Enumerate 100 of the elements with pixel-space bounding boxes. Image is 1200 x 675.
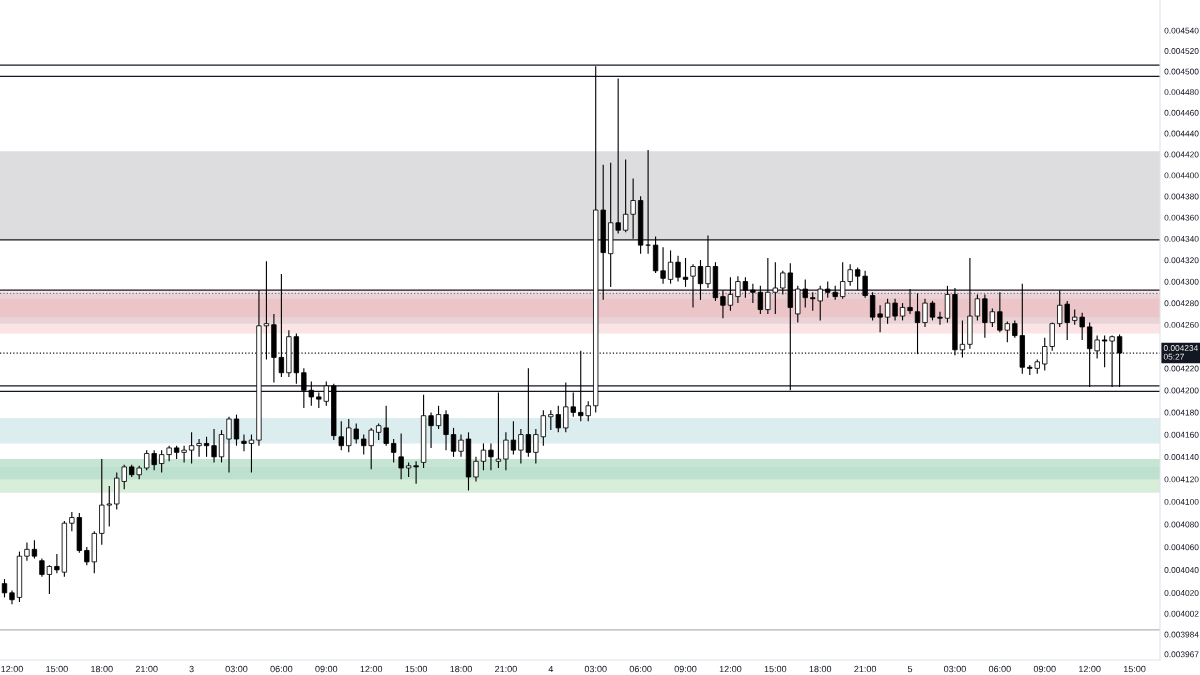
candlestick xyxy=(697,259,704,301)
x-tick-label: 12:00 xyxy=(1,665,23,673)
candlestick xyxy=(892,298,898,321)
candlestick xyxy=(922,298,928,328)
candlestick xyxy=(1,578,8,598)
x-tick-label: 18:00 xyxy=(809,665,832,673)
candlestick xyxy=(929,300,936,321)
candlestick xyxy=(495,391,502,469)
y-tick-label: 0.004500 xyxy=(1164,68,1199,75)
y-tick-label: 0.003967 xyxy=(1164,651,1199,658)
x-tick-label: 06:00 xyxy=(988,665,1011,673)
candlestick xyxy=(645,149,651,255)
candlestick xyxy=(233,414,240,447)
y-tick-label: 0.004400 xyxy=(1164,172,1199,179)
candlestick xyxy=(937,311,943,326)
y-tick-label: 0.004540 xyxy=(1164,27,1199,34)
y-tick-label: 0.004002 xyxy=(1164,610,1199,617)
y-tick-label: 0.004020 xyxy=(1164,590,1199,596)
y-tick-label: 0.004300 xyxy=(1164,278,1199,285)
x-tick-label: 21:00 xyxy=(854,665,877,673)
candlestick xyxy=(211,428,217,463)
candlestick xyxy=(196,438,202,458)
x-tick-label: 15:00 xyxy=(1123,665,1146,673)
candlestick xyxy=(959,319,966,358)
candlestick xyxy=(188,431,195,465)
y-tick-label: 0.004060 xyxy=(1164,544,1199,551)
candlestick xyxy=(727,276,734,312)
candlestick xyxy=(705,234,711,289)
y-tick-label: 0.004180 xyxy=(1164,409,1199,416)
candlestick xyxy=(435,405,442,430)
y-tick-label: 0.004420 xyxy=(1164,151,1199,158)
y-tick-label: 0.004220 xyxy=(1164,365,1199,372)
candlestick xyxy=(690,263,696,308)
candlestick xyxy=(682,257,689,288)
candlestick xyxy=(450,427,457,458)
x-tick-label: 06:00 xyxy=(270,665,293,673)
candlestick xyxy=(473,456,479,483)
x-tick-label: 03:00 xyxy=(584,665,607,673)
x-tick-label: 03:00 xyxy=(225,665,248,673)
candlestick xyxy=(263,260,270,361)
x-tick-label: 15:00 xyxy=(764,665,787,673)
y-tick-label: 0.004140 xyxy=(1164,454,1199,460)
x-tick-label: 3 xyxy=(189,665,194,673)
candlestick xyxy=(443,409,449,451)
candlestick xyxy=(203,436,210,458)
candlestick xyxy=(488,442,494,471)
candlestick xyxy=(907,288,913,315)
x-tick-label: 21:00 xyxy=(135,665,158,673)
candlestick xyxy=(248,433,255,474)
candlestick xyxy=(338,420,344,451)
ref-line-label: 0.004234 05:27 xyxy=(1163,345,1198,360)
candlestick xyxy=(884,298,891,325)
y-tick-label: 0.004080 xyxy=(1164,521,1199,528)
y-tick-label: 0.004260 xyxy=(1164,321,1199,328)
y-tick-label: 0.004280 xyxy=(1164,300,1199,307)
x-tick-label: 09:00 xyxy=(1033,665,1056,673)
candlestick xyxy=(24,541,30,562)
candlestick xyxy=(458,433,464,458)
y-tick-label: 0.004200 xyxy=(1164,387,1199,394)
x-tick-label: 21:00 xyxy=(495,665,517,673)
x-tick-label: 15:00 xyxy=(405,665,428,673)
x-tick-label: 06:00 xyxy=(629,665,652,673)
x-tick-label: 4 xyxy=(548,665,554,673)
x-tick-label: 09:00 xyxy=(315,665,338,673)
x-tick-label: 03:00 xyxy=(944,665,966,673)
x-tick-label: 18:00 xyxy=(91,665,113,673)
y-tick-label: 0.004040 xyxy=(1164,567,1199,573)
candlestick xyxy=(660,246,666,285)
candlestick xyxy=(390,438,397,463)
candlestick xyxy=(480,442,487,471)
x-tick-label: 15:00 xyxy=(46,665,68,673)
y-tick-label: 0.003984 xyxy=(1164,631,1199,638)
candlestick xyxy=(1116,333,1123,388)
y-tick-label: 0.004120 xyxy=(1164,476,1199,483)
y-tick-label: 0.004440 xyxy=(1164,130,1199,137)
y-tick-label: 0.004100 xyxy=(1164,498,1199,505)
candlestick xyxy=(428,411,434,449)
x-tick-label: 09:00 xyxy=(674,665,697,673)
x-tick-label: 12:00 xyxy=(1079,665,1101,673)
candlestick xyxy=(720,289,726,319)
candlestick xyxy=(398,432,404,480)
y-tick-label: 0.004160 xyxy=(1164,431,1199,438)
y-tick-label: 0.004460 xyxy=(1164,109,1199,116)
candlestick xyxy=(675,255,681,283)
y-tick-label: 0.004520 xyxy=(1164,48,1199,54)
x-tick-label: 12:00 xyxy=(360,665,383,673)
candlestick xyxy=(226,416,232,474)
x-tick-label: 12:00 xyxy=(719,665,742,673)
candlestick xyxy=(218,429,225,463)
x-tick-label: 18:00 xyxy=(450,665,472,673)
candlestick xyxy=(914,292,921,355)
y-tick-label: 0.004380 xyxy=(1164,193,1199,200)
y-tick-label: 0.004340 xyxy=(1164,235,1199,242)
candlestick xyxy=(241,433,247,452)
y-tick-label: 0.004480 xyxy=(1164,89,1199,96)
candlestick xyxy=(944,285,951,324)
candlestick xyxy=(31,539,38,559)
y-tick-label: 0.004320 xyxy=(1164,257,1199,264)
y-tick-label: 0.004360 xyxy=(1164,214,1199,221)
candlestick xyxy=(667,249,674,285)
